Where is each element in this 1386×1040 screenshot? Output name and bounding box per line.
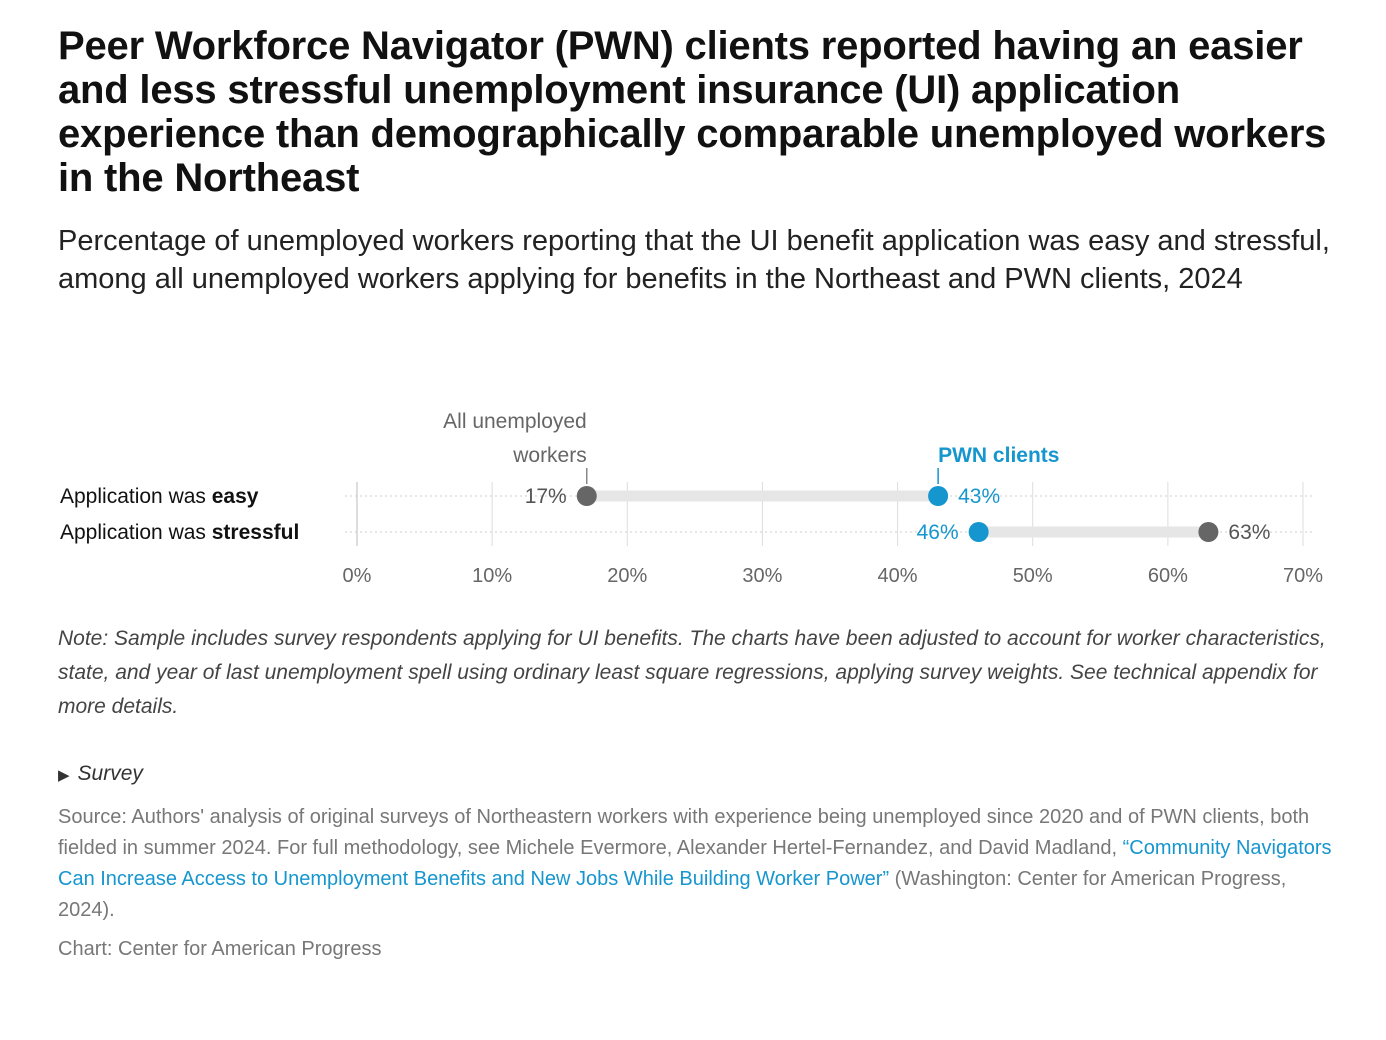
series-label-pwn: PWN clients — [938, 444, 1059, 467]
x-tick-label: 0% — [343, 565, 372, 587]
dot-plot: 0% 10% 20% 30% 40% 50% 60% 70% Application was e… — [60, 410, 1323, 587]
category-label-prefix: Application was — [60, 485, 212, 508]
x-tick-label: 60% — [1148, 565, 1188, 587]
dot-pwn — [928, 486, 949, 506]
x-tick-label: 10% — [472, 565, 512, 587]
x-tick-label: 50% — [1013, 565, 1053, 587]
series-label-all-workers: workers — [512, 444, 587, 467]
chart-title: Peer Workforce Navigator (PWN) clients r… — [58, 24, 1327, 200]
category-label-emphasis: stressful — [212, 521, 300, 544]
category-label-emphasis: easy — [212, 485, 259, 508]
source-text: Source: Authors' analysis of original su… — [58, 802, 1348, 926]
series-label-all-workers: All unemployed — [443, 410, 587, 433]
survey-toggle[interactable]: ▶ Survey — [58, 758, 143, 792]
x-tick-label: 70% — [1283, 565, 1323, 587]
source-link[interactable]: “Community Navigators Can Increase Acces… — [58, 837, 1332, 890]
value-label-all-workers: 63% — [1228, 521, 1270, 544]
survey-toggle-label: Survey — [77, 762, 143, 785]
triangle-right-icon: ▶ — [58, 767, 70, 784]
x-tick-label: 20% — [607, 565, 647, 587]
chart-subtitle: Percentage of unemployed workers reporti… — [58, 225, 1330, 295]
value-label-pwn: 46% — [917, 521, 959, 544]
x-tick-label: 30% — [742, 565, 782, 587]
x-tick-label: 40% — [878, 565, 918, 587]
value-label-pwn: 43% — [958, 485, 1000, 508]
category-label-prefix: Application was — [60, 521, 212, 544]
dot-all-workers — [1198, 522, 1219, 542]
value-label-all-workers: 17% — [525, 485, 567, 508]
category-label: Application was stressful — [60, 521, 299, 544]
dot-all-workers — [576, 486, 597, 506]
chart-note: Note: Sample includes survey respondents… — [58, 627, 1326, 718]
dot-pwn — [968, 522, 989, 542]
source-suffix: (Washington: Center for American Progres… — [58, 868, 1287, 921]
category-label: Application was easy — [60, 485, 259, 508]
source-prefix: Source: Authors' analysis of original su… — [58, 806, 1310, 859]
chart-credit: Chart: Center for American Progress — [58, 938, 382, 960]
